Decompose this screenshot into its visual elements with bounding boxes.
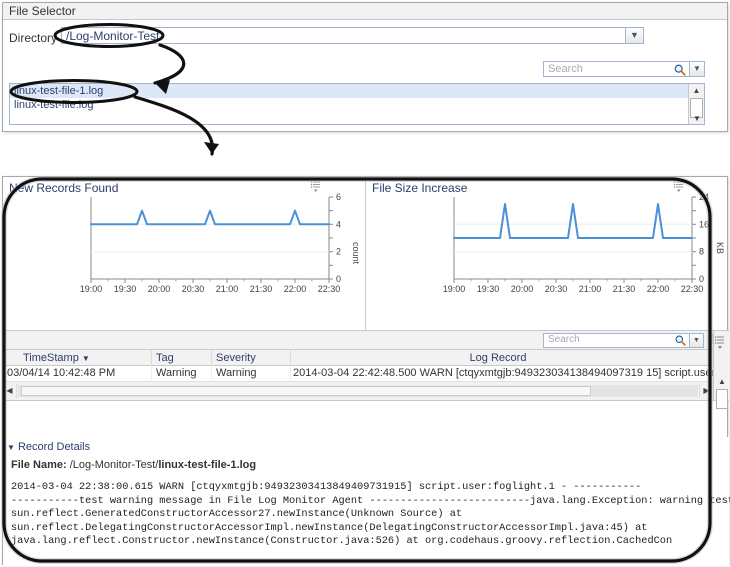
svg-text:19:30: 19:30: [114, 284, 137, 294]
svg-text:0: 0: [699, 274, 704, 284]
svg-text:count: count: [351, 242, 361, 265]
svg-text:20:00: 20:00: [511, 284, 534, 294]
svg-text:19:00: 19:00: [443, 284, 466, 294]
svg-text:21:00: 21:00: [216, 284, 239, 294]
svg-text:22:00: 22:00: [284, 284, 307, 294]
svg-text:20:00: 20:00: [148, 284, 171, 294]
svg-text:8: 8: [699, 247, 704, 257]
svg-text:22:30: 22:30: [681, 284, 704, 294]
svg-text:24: 24: [699, 192, 709, 202]
svg-text:0: 0: [336, 274, 341, 284]
svg-text:21:30: 21:30: [613, 284, 636, 294]
svg-text:19:00: 19:00: [80, 284, 103, 294]
svg-text:21:30: 21:30: [250, 284, 273, 294]
svg-text:2: 2: [336, 247, 341, 257]
svg-text:20:30: 20:30: [545, 284, 568, 294]
svg-text:19:30: 19:30: [477, 284, 500, 294]
svg-text:20:30: 20:30: [182, 284, 205, 294]
svg-text:22:00: 22:00: [647, 284, 670, 294]
svg-text:21:00: 21:00: [579, 284, 602, 294]
svg-text:22:30: 22:30: [318, 284, 341, 294]
svg-text:16: 16: [699, 219, 709, 229]
svg-text:KB: KB: [715, 242, 725, 254]
svg-text:6: 6: [336, 192, 341, 202]
svg-text:4: 4: [336, 219, 341, 229]
